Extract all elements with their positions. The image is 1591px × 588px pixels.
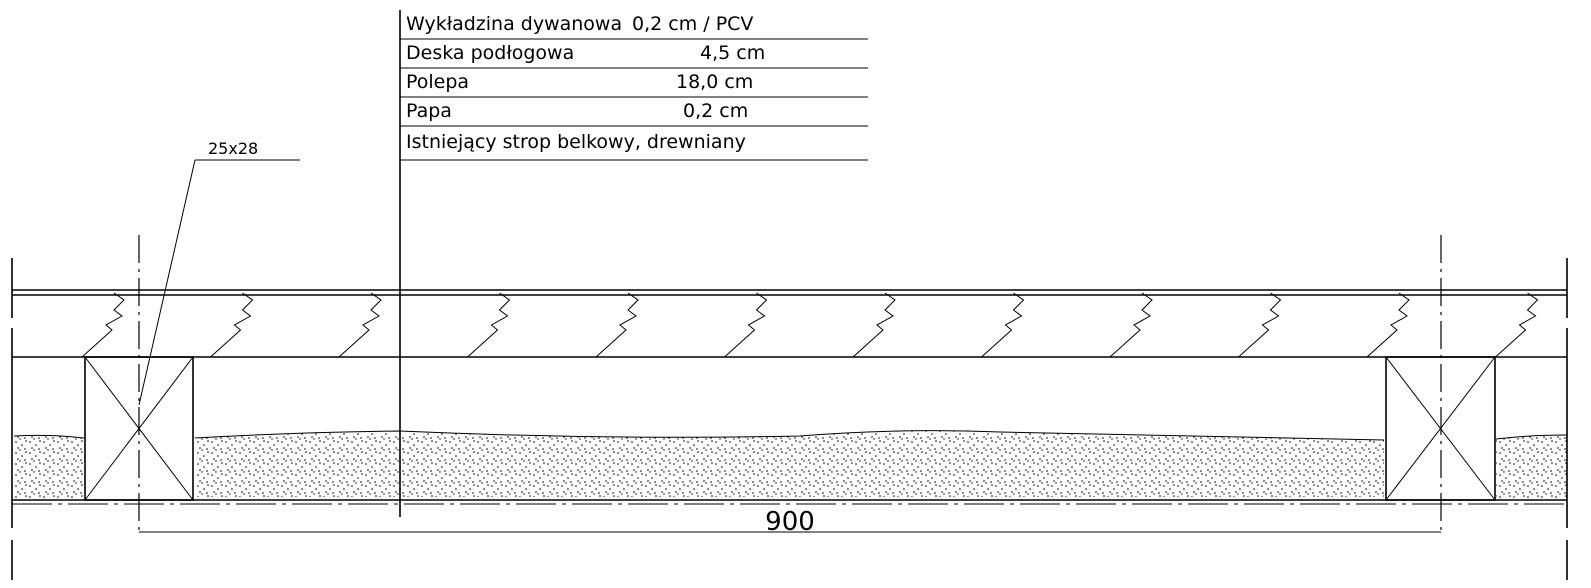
- span-dimension: 900: [765, 507, 815, 537]
- layer-name: Wykładzina dywanowa: [406, 13, 622, 35]
- break-line: [338, 292, 382, 358]
- break-line: [852, 292, 896, 358]
- break-line: [467, 292, 511, 358]
- fill: [13, 430, 1568, 498]
- layer-thickness: 0,2 cm / PCV: [632, 13, 753, 35]
- break-line: [1238, 292, 1282, 358]
- break-line: [1366, 292, 1410, 358]
- break-line: [1109, 292, 1153, 358]
- layer-name: Istniejący strop belkowy, drewniany: [406, 131, 746, 153]
- layer-thickness: 18,0 cm: [676, 71, 753, 93]
- break-line: [1495, 292, 1539, 358]
- layer-thickness: 0,2 cm: [683, 100, 748, 122]
- layer-name: Polepa: [406, 71, 469, 93]
- break-line: [210, 292, 254, 358]
- layer-name: Deska podłogowa: [406, 42, 574, 64]
- beam-label: 25x28: [208, 139, 258, 158]
- layer-thickness: 4,5 cm: [700, 42, 765, 64]
- break-line: [724, 292, 768, 358]
- break-line: [595, 292, 639, 358]
- structure: [11, 10, 1568, 580]
- break-line: [81, 292, 125, 358]
- layer-name: Papa: [406, 100, 452, 122]
- break-line: [981, 292, 1025, 358]
